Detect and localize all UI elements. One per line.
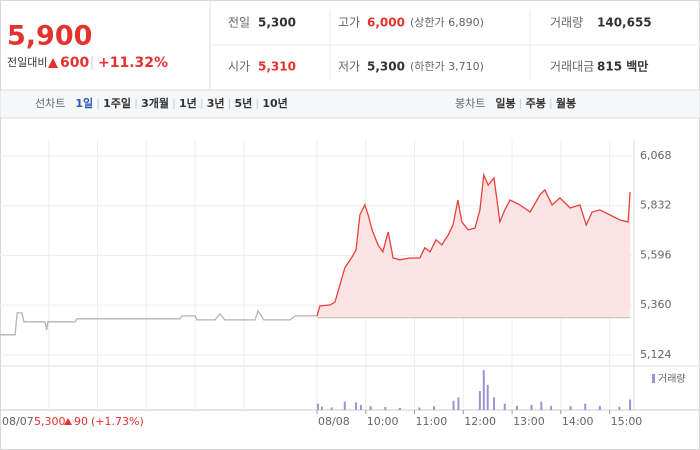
volume-bar — [316, 403, 319, 410]
stat-label: 시가 — [228, 60, 250, 74]
tab[interactable]: 1일 — [75, 96, 93, 110]
stat-label: 저가 — [338, 60, 360, 74]
change-label: 전일대비 — [7, 55, 47, 69]
volume-bar — [503, 403, 506, 410]
x-tick-label: 10:00 — [367, 415, 399, 428]
volume-bar — [618, 406, 621, 410]
volume-bar — [369, 406, 372, 410]
area — [317, 175, 631, 318]
stat-note: (상한가 6,890) — [410, 16, 484, 29]
stat-value: 815 백만 — [597, 59, 648, 74]
tab[interactable]: 1주일 — [103, 96, 131, 110]
x-tick-label: 13:00 — [513, 415, 545, 428]
stat-value: 5,300 — [367, 60, 405, 74]
tab[interactable]: 3년 — [207, 96, 225, 110]
volume-bar — [486, 384, 489, 410]
volume-bar — [540, 401, 543, 410]
footer-price: 5,300 — [34, 415, 66, 428]
stat-value: 5,310 — [258, 60, 296, 74]
up-icon — [64, 418, 72, 425]
tab[interactable]: 월봉 — [556, 96, 576, 110]
stat-note: (하한가 3,710) — [410, 59, 484, 73]
tab-bar — [0, 89, 700, 119]
volume-bar — [359, 404, 362, 410]
y-tick-label: 5,832 — [640, 199, 672, 212]
volume-bar — [482, 370, 485, 410]
volume-bar — [478, 391, 481, 410]
stat-value: 140,655 — [597, 16, 652, 30]
tab[interactable]: 1년 — [179, 96, 197, 110]
up-icon — [48, 58, 58, 68]
x-tick-label: 08/08 — [318, 415, 350, 428]
volume-bar — [330, 407, 333, 410]
line — [0, 309, 317, 336]
price: 5,900 — [7, 21, 92, 52]
volume-bar — [530, 404, 533, 410]
line — [316, 172, 631, 317]
volume-bar — [433, 406, 436, 410]
x-tick-label: 14:00 — [562, 415, 594, 428]
volume-bar — [384, 407, 387, 410]
volume-bar — [569, 406, 572, 410]
volume-bar — [452, 400, 455, 410]
change: 600 — [60, 55, 89, 71]
volume-bar — [418, 407, 421, 410]
volume-bar — [398, 407, 401, 410]
tab-group-label: 선차트 — [35, 97, 65, 110]
x-tick-label: 11:00 — [416, 415, 448, 428]
tab[interactable]: 주봉 — [526, 97, 546, 110]
y-tick-label: 5,360 — [640, 298, 672, 311]
tab[interactable]: 3개월 — [141, 96, 169, 110]
volume-bar — [343, 401, 346, 410]
volume-bar — [493, 397, 496, 410]
volume-bar — [457, 397, 460, 410]
volume-bar — [550, 405, 553, 410]
y-tick-label: 6,068 — [640, 149, 672, 162]
x-tick-label: 08/07 — [2, 415, 34, 428]
volume-bar — [320, 406, 323, 410]
stat-label: 전일 — [228, 16, 250, 30]
volume-bar — [515, 405, 518, 410]
tab[interactable]: 일봉 — [495, 96, 515, 110]
stat-label: 거래대금 — [550, 60, 594, 74]
footer-pct: (+1.73%) — [91, 415, 144, 428]
stat-label: 고가 — [338, 16, 360, 30]
footer-change: 90 — [74, 415, 88, 428]
change-pct: +11.32% — [98, 55, 168, 71]
stat-value: 5,300 — [258, 16, 296, 30]
y-tick-label: 5,596 — [640, 248, 672, 261]
legend-swatch — [652, 374, 655, 383]
x-tick-label: 12:00 — [464, 415, 496, 428]
tab-group-label: 봉차트 — [455, 97, 485, 110]
legend-label: 거래량 — [658, 373, 686, 385]
volume-bar — [584, 403, 587, 410]
y-tick-label: 5,124 — [640, 348, 672, 361]
stat-value: 6,000 — [367, 16, 405, 30]
x-tick-label: 15:00 — [611, 415, 643, 428]
stat-label: 거래량 — [550, 16, 583, 30]
volume-bar — [355, 402, 358, 410]
volume-bar — [629, 399, 632, 410]
volume-bar — [598, 405, 601, 410]
tab[interactable]: 10년 — [262, 96, 287, 110]
tab[interactable]: 5년 — [235, 96, 253, 110]
